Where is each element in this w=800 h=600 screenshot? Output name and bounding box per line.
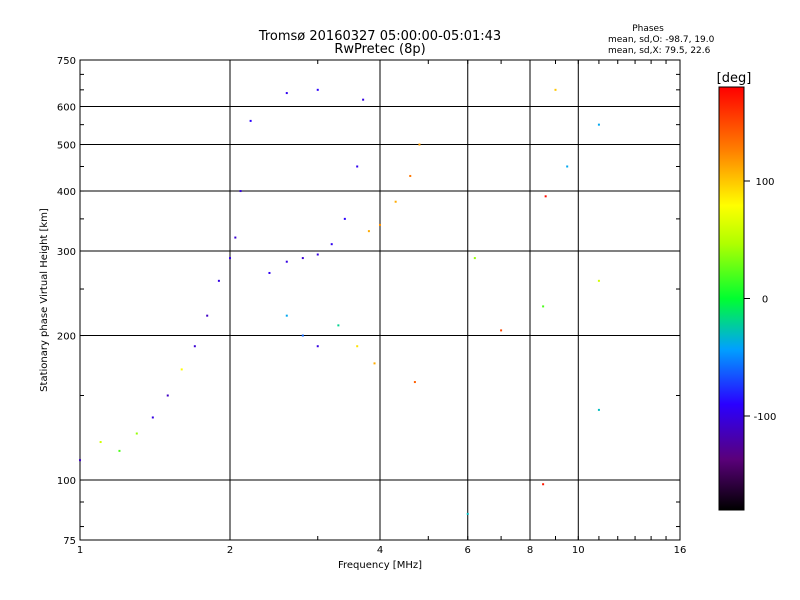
data-point	[229, 257, 231, 260]
data-point	[316, 88, 319, 91]
data-point	[597, 123, 600, 126]
data-point	[409, 174, 412, 177]
data-point	[413, 381, 416, 384]
data-point	[542, 305, 545, 308]
x-tick-label: 2	[227, 545, 233, 556]
data-point	[285, 260, 288, 263]
data-points	[79, 88, 600, 515]
data-point	[239, 190, 242, 193]
data-point	[79, 459, 81, 462]
data-point	[566, 165, 569, 168]
data-point	[379, 223, 381, 226]
data-point	[418, 143, 421, 146]
x-tick-label: 8	[527, 545, 533, 556]
stats-heading: Phases	[632, 24, 664, 34]
data-point	[343, 217, 346, 220]
stats-line-x: mean, sd,X: 79.5, 22.6	[608, 46, 711, 56]
x-tick-label: 4	[377, 545, 383, 556]
y-tick-label: 100	[57, 476, 76, 487]
data-point	[206, 314, 209, 317]
data-point	[330, 243, 333, 246]
data-point	[249, 119, 252, 122]
data-point	[316, 253, 319, 256]
colorbar-tick-label: 100	[755, 177, 774, 188]
x-tick-label: 16	[674, 545, 687, 556]
y-tick-label: 300	[57, 247, 76, 258]
colorbar-label: [deg]	[717, 71, 752, 86]
data-point	[285, 314, 288, 317]
data-point	[301, 257, 304, 260]
data-point	[356, 165, 359, 168]
data-point	[118, 449, 121, 452]
data-point	[373, 362, 376, 365]
data-point	[285, 92, 288, 95]
y-tick-label: 750	[57, 56, 76, 67]
grid-lines	[79, 60, 681, 540]
stats-line-o: mean, sd,O: -98.7, 19.0	[608, 35, 715, 45]
colorbar	[718, 86, 745, 511]
data-point	[135, 432, 138, 435]
x-tick-label: 1	[77, 545, 83, 556]
x-tick-label: 10	[572, 545, 585, 556]
colorbar-tick-label: 0	[762, 295, 768, 306]
data-point	[316, 345, 319, 348]
y-tick-label: 500	[57, 141, 76, 152]
colorbar-tick-label: -100	[754, 412, 777, 423]
data-point	[544, 195, 547, 198]
data-point	[151, 416, 154, 419]
data-point	[193, 345, 196, 348]
data-point	[473, 257, 476, 260]
y-tick-label: 400	[57, 187, 76, 198]
y-axis-ticks: 75 100 200 300 400 500 600 750	[57, 56, 76, 547]
x-axis-label: Frequency [MHz]	[338, 560, 422, 571]
colorbar-ticks: 100 0 -100	[744, 177, 776, 423]
data-point	[597, 279, 600, 282]
x-tick-label: 6	[465, 545, 471, 556]
data-point	[356, 345, 359, 348]
data-point	[394, 200, 397, 203]
data-point	[217, 279, 220, 282]
data-point	[337, 324, 340, 327]
x-axis-ticks: 1 2 4 6 8 10 16	[77, 545, 687, 556]
data-point	[234, 236, 237, 239]
y-tick-label: 75	[63, 536, 76, 547]
y-axis-label: Stationary phase Virtual Height [km]	[39, 208, 50, 392]
data-point	[554, 88, 557, 91]
chart-subtitle: RwPretec (8p)	[334, 42, 425, 57]
data-point	[180, 368, 183, 371]
data-point	[597, 408, 600, 411]
y-tick-label: 600	[57, 103, 76, 114]
data-point	[500, 329, 503, 332]
y-tick-label: 200	[57, 332, 76, 343]
data-point	[466, 512, 469, 515]
data-point	[542, 483, 545, 486]
chart-title: Tromsø 20160327 05:00:00-05:01:43	[258, 29, 501, 44]
data-point	[362, 98, 365, 101]
data-point	[166, 394, 169, 397]
data-point	[301, 334, 304, 337]
data-point	[268, 271, 271, 274]
data-point	[99, 441, 102, 444]
data-point	[367, 230, 370, 233]
